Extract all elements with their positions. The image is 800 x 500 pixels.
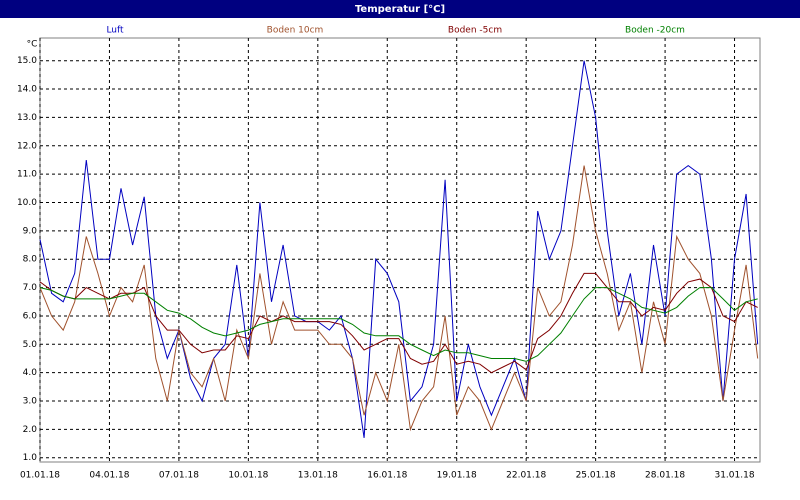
y-tick-label: 9.0	[23, 226, 38, 236]
y-tick-label: 6.0	[23, 311, 38, 321]
x-tick-label: 19.01.18	[437, 471, 477, 481]
x-tick-label: 04.01.18	[89, 471, 129, 481]
y-tick-label: 2.0	[23, 425, 38, 435]
y-tick-label: 12.0	[17, 141, 37, 151]
title-bar	[0, 0, 800, 18]
y-tick-label: 1.0	[23, 453, 38, 463]
y-tick-label: 10.0	[17, 198, 37, 208]
x-tick-label: 13.01.18	[298, 471, 338, 481]
plot-area	[39, 37, 761, 463]
series-line	[39, 287, 758, 362]
x-tick-label: 28.01.18	[645, 471, 685, 481]
series-line	[39, 60, 759, 438]
legend-entry: Boden -20cm	[625, 26, 685, 36]
y-tick-label: 8.0	[23, 255, 38, 265]
x-tick-label: 01.01.18	[20, 471, 60, 481]
y-tick-label: 5.0	[23, 340, 38, 350]
y-tick-label: 13.0	[17, 113, 37, 123]
legend-entry: Boden 10cm	[267, 26, 324, 36]
x-tick-label: 10.01.18	[228, 471, 268, 481]
x-tick-label: 25.01.18	[576, 471, 616, 481]
y-tick-label: 4.0	[23, 368, 38, 378]
series-line	[39, 165, 759, 432]
x-tick-label: 16.01.18	[367, 471, 407, 481]
legend-entry: Luft	[106, 26, 124, 36]
y-tick-label: 11.0	[17, 170, 37, 180]
y-axis-label: °C	[27, 40, 38, 50]
x-tick-label: 22.01.18	[506, 471, 546, 481]
chart-title: Temperatur [°C]	[355, 4, 445, 15]
y-tick-label: 7.0	[23, 283, 38, 293]
x-tick-label: 07.01.18	[159, 471, 199, 481]
y-tick-label: 15.0	[17, 56, 37, 66]
legend-entry: Boden -5cm	[448, 26, 502, 36]
x-tick-label: 31.01.18	[714, 471, 754, 481]
y-tick-label: 14.0	[17, 85, 37, 95]
y-tick-label: 3.0	[23, 397, 38, 407]
series-line	[39, 272, 758, 374]
